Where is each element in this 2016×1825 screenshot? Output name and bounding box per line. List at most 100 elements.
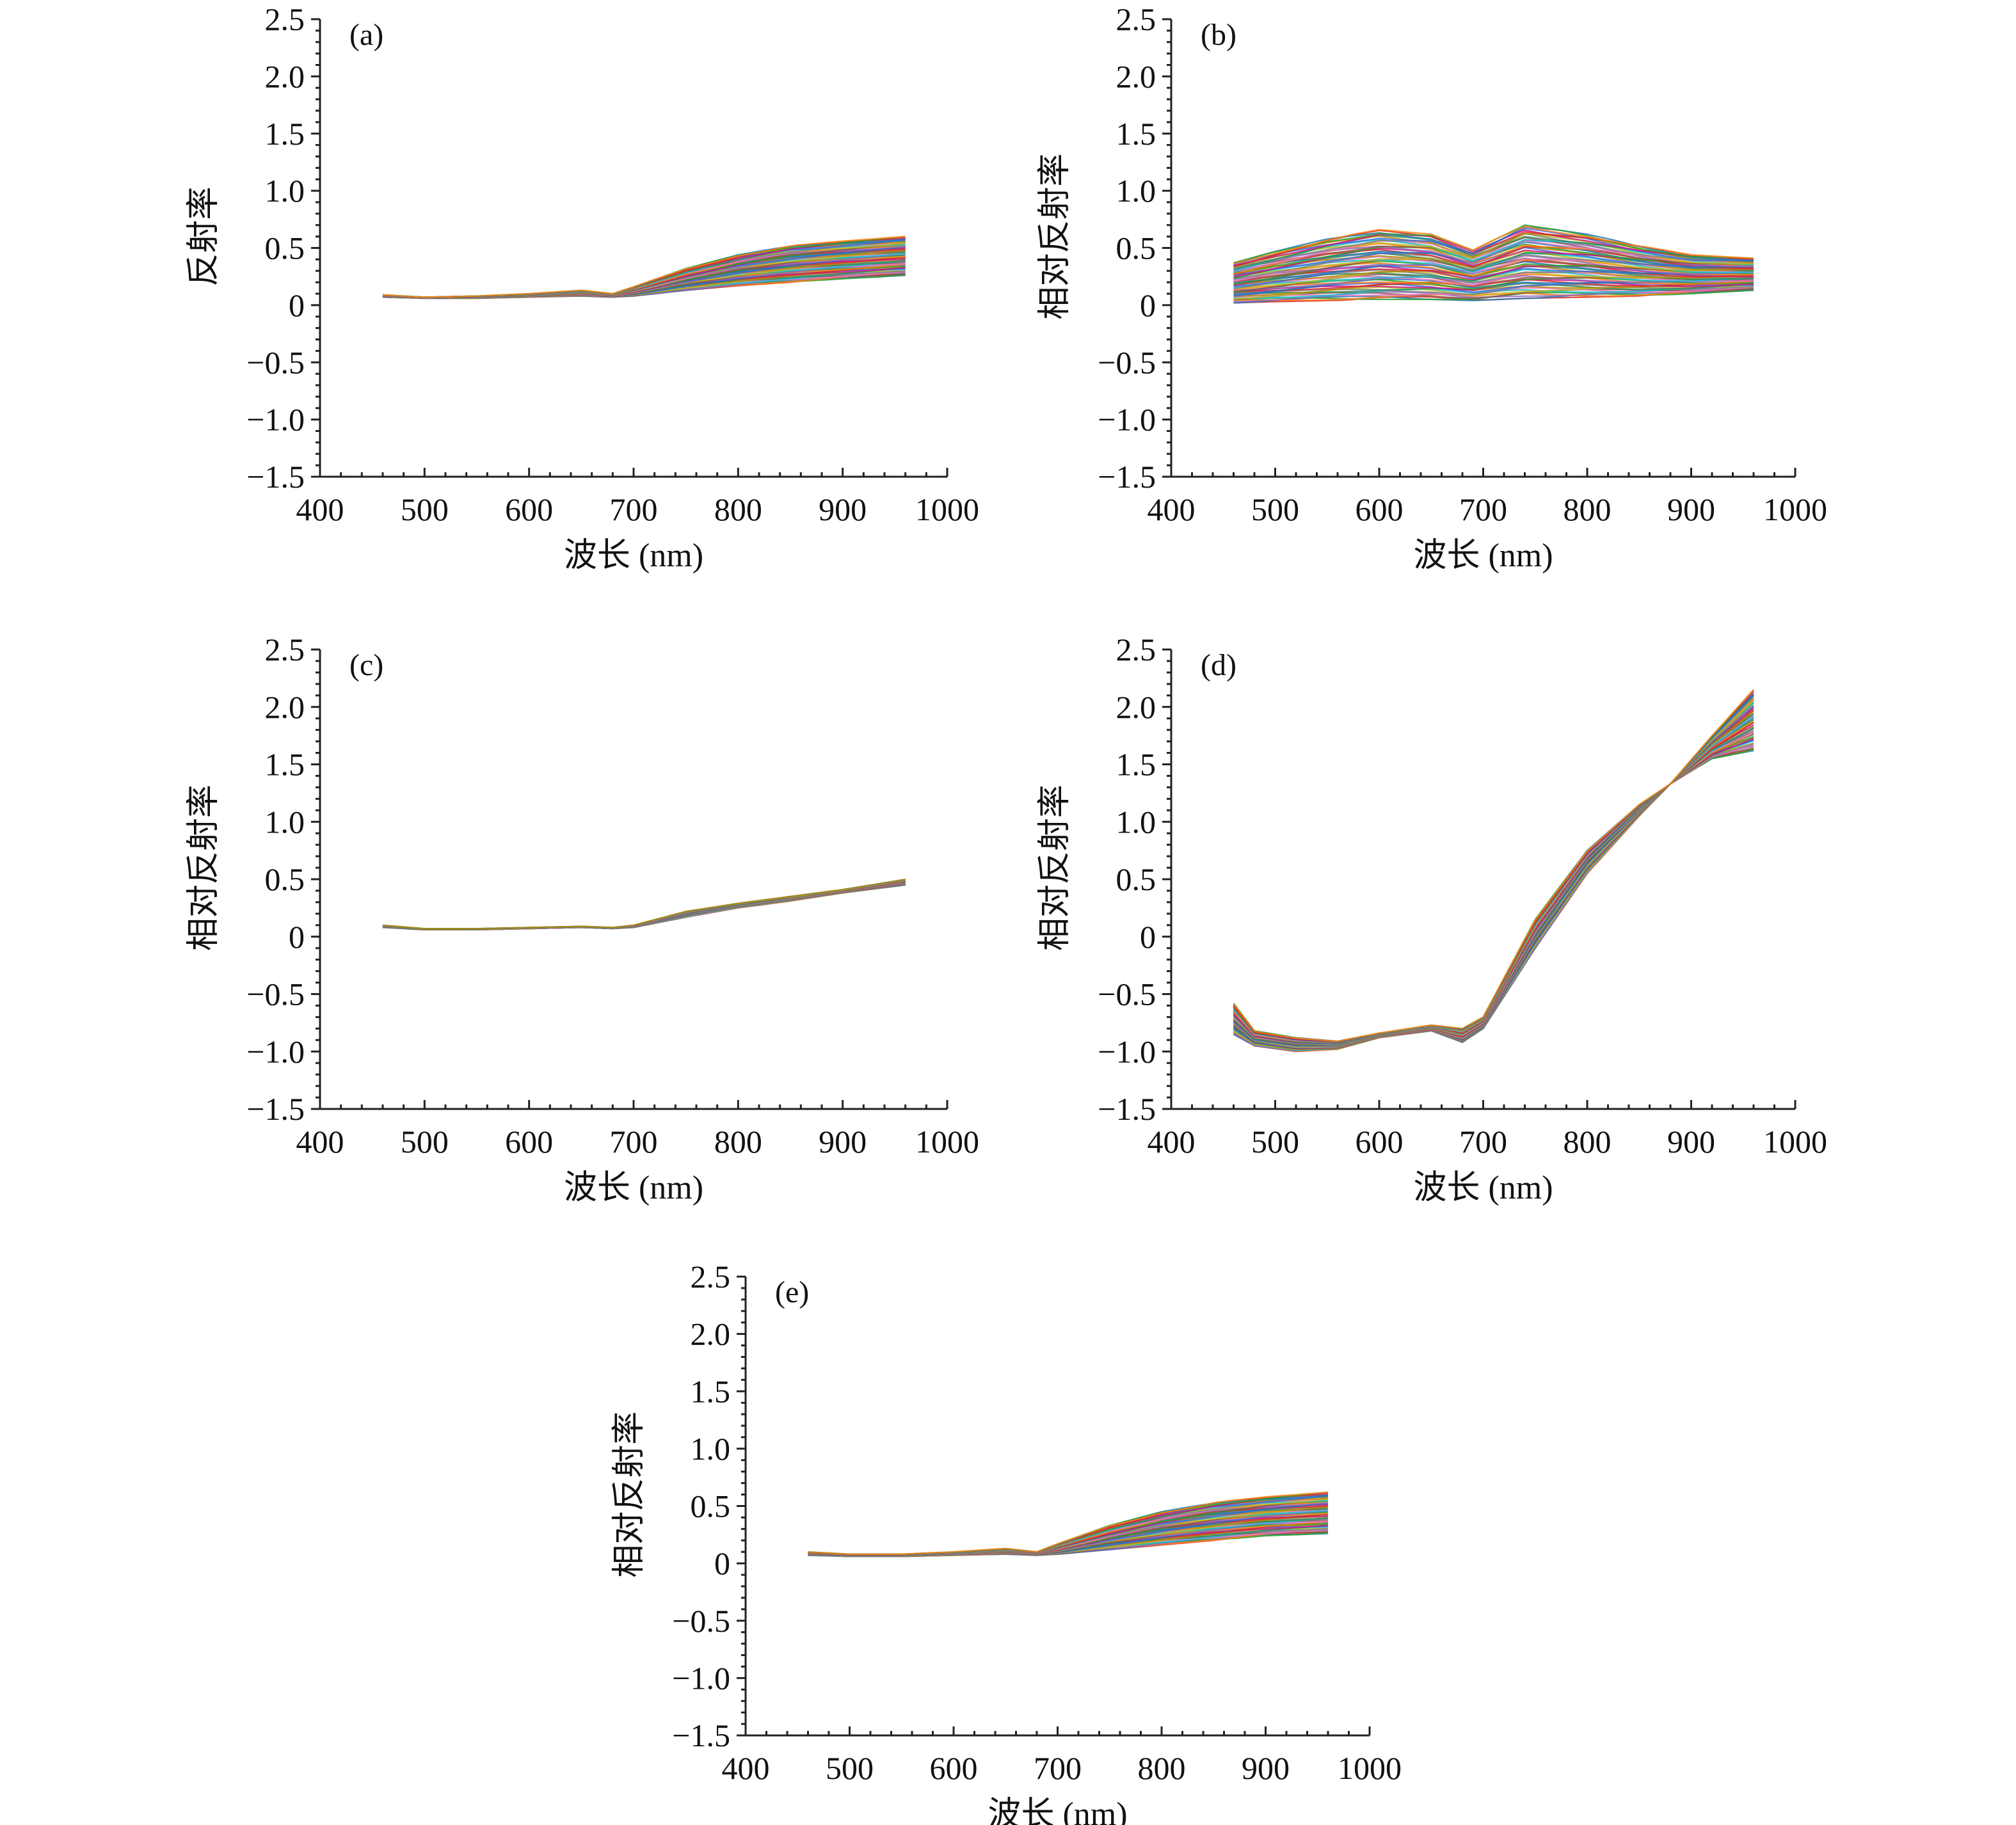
spectrum-line-b-41 [1233, 246, 1754, 276]
x-tick-label-a: 400 [296, 491, 344, 527]
x-tick-label-d: 700 [1459, 1124, 1507, 1160]
spectrum-line-d-44 [1233, 705, 1754, 1044]
spectrum-line-d-51 [1233, 699, 1754, 1044]
spectra-b [1233, 224, 1754, 304]
spectrum-line-c-30 [382, 879, 906, 930]
spectrum-line-c-34 [382, 879, 906, 930]
y-tick-label-b: −1.0 [1098, 402, 1156, 438]
y-axis-title-e: 相对反射率 [611, 1412, 648, 1578]
y-tick-label-d: 1.0 [1116, 804, 1156, 840]
spectrum-line-b-26 [1233, 264, 1754, 286]
x-tick-label-b: 800 [1564, 491, 1612, 527]
x-tick-label-a: 500 [401, 491, 449, 527]
y-tick-label-d: −1.0 [1098, 1033, 1156, 1069]
y-tick-label-c: −1.0 [246, 1033, 305, 1069]
spectrum-line-d-54 [1233, 697, 1754, 1043]
x-tick-label-e: 500 [826, 1750, 874, 1786]
spectrum-line-c-40 [382, 879, 906, 930]
spectrum-line-d-33 [1233, 716, 1754, 1046]
y-tick-label-c: 1.5 [265, 747, 305, 783]
x-tick-label-c: 800 [714, 1124, 762, 1160]
x-tick-label-a: 1000 [915, 491, 979, 527]
spectrum-line-a-60 [382, 235, 906, 298]
x-axis-title-a: 波长 (nm) [564, 538, 703, 574]
y-tick-label-b: 0.5 [1116, 230, 1156, 266]
spectrum-line-d-39 [1233, 713, 1754, 1045]
spectrum-line-c-35 [382, 879, 906, 930]
spectrum-line-b-52 [1233, 232, 1754, 269]
spectrum-line-d-42 [1233, 707, 1754, 1044]
y-tick-label-b: 2.5 [1116, 1, 1156, 37]
x-tick-label-e: 800 [1138, 1750, 1186, 1786]
spectrum-line-c-37 [382, 879, 906, 930]
spectrum-line-b-58 [1233, 226, 1754, 265]
y-tick-label-e: −0.5 [672, 1603, 730, 1639]
spectrum-line-d-37 [1233, 711, 1754, 1046]
y-tick-label-d: 1.5 [1116, 747, 1156, 783]
spectra-d [1233, 689, 1754, 1053]
y-axis-title-a: 反射率 [186, 187, 222, 287]
spectrum-line-d-41 [1233, 706, 1754, 1045]
spectrum-line-d-50 [1233, 701, 1754, 1043]
x-tick-label-d: 1000 [1763, 1124, 1827, 1160]
y-tick-label-b: 1.5 [1116, 116, 1156, 152]
spectrum-line-b-15 [1233, 278, 1754, 294]
y-tick-label-c: 2.5 [265, 632, 305, 667]
y-tick-label-a: 0 [289, 287, 305, 323]
y-axis-title-d: 相对反射率 [1037, 785, 1073, 951]
x-tick-label-b: 600 [1356, 491, 1404, 527]
spectrum-line-d-52 [1233, 695, 1754, 1044]
spectrum-line-c-39 [382, 879, 906, 930]
x-tick-label-c: 900 [819, 1124, 867, 1160]
spectrum-line-b-21 [1233, 271, 1754, 290]
y-tick-label-b: −1.5 [1098, 459, 1156, 495]
x-axis-title-d: 波长 (nm) [1413, 1170, 1553, 1206]
y-tick-label-e: 2.5 [691, 1259, 731, 1295]
spectrum-line-b-32 [1233, 259, 1754, 283]
spectrum-line-d-55 [1233, 694, 1754, 1043]
x-tick-label-e: 400 [722, 1750, 770, 1786]
x-tick-label-a: 600 [505, 491, 553, 527]
x-tick-label-c: 500 [401, 1124, 449, 1160]
x-tick-label-d: 600 [1356, 1124, 1404, 1160]
spectrum-line-c-31 [382, 880, 906, 930]
y-tick-label-a: 0.5 [265, 230, 305, 266]
spectrum-line-c-32 [382, 880, 906, 930]
y-tick-label-a: −1.5 [246, 459, 305, 495]
x-axis-title-e: 波长 (nm) [988, 1796, 1127, 1825]
y-tick-label-a: −0.5 [246, 344, 305, 380]
y-tick-label-d: −0.5 [1098, 976, 1156, 1012]
x-tick-label-e: 700 [1034, 1750, 1082, 1786]
spectrum-line-b-30 [1233, 260, 1754, 284]
spectrum-line-d-35 [1233, 716, 1754, 1046]
y-tick-label-c: 1.0 [265, 804, 305, 840]
spectrum-line-d-38 [1233, 710, 1754, 1045]
y-axis-title-c: 相对反射率 [186, 785, 222, 951]
y-tick-label-e: 0.5 [691, 1488, 731, 1524]
panel-label-e: (e) [775, 1275, 809, 1309]
spectrum-line-d-47 [1233, 705, 1754, 1044]
panel-label-a: (a) [349, 18, 383, 52]
y-tick-label-a: 1.0 [265, 173, 305, 209]
spectrum-line-b-11 [1233, 282, 1754, 296]
spectrum-line-b-60 [1233, 225, 1754, 265]
y-tick-label-a: 2.0 [265, 58, 305, 94]
x-axis-title-c: 波长 (nm) [564, 1170, 703, 1206]
x-tick-label-e: 1000 [1338, 1750, 1402, 1786]
spectrum-line-d-46 [1233, 705, 1754, 1044]
spectrum-line-b-37 [1233, 250, 1754, 278]
spectrum-line-b-43 [1233, 246, 1754, 275]
x-tick-label-c: 700 [610, 1124, 658, 1160]
spectrum-line-c-33 [382, 879, 906, 930]
x-tick-label-a: 800 [714, 491, 762, 527]
x-tick-label-d: 500 [1251, 1124, 1299, 1160]
y-tick-label-d: 2.0 [1116, 689, 1156, 725]
x-tick-label-d: 800 [1564, 1124, 1612, 1160]
x-tick-label-a: 700 [610, 491, 658, 527]
spectra-e [808, 1491, 1329, 1558]
